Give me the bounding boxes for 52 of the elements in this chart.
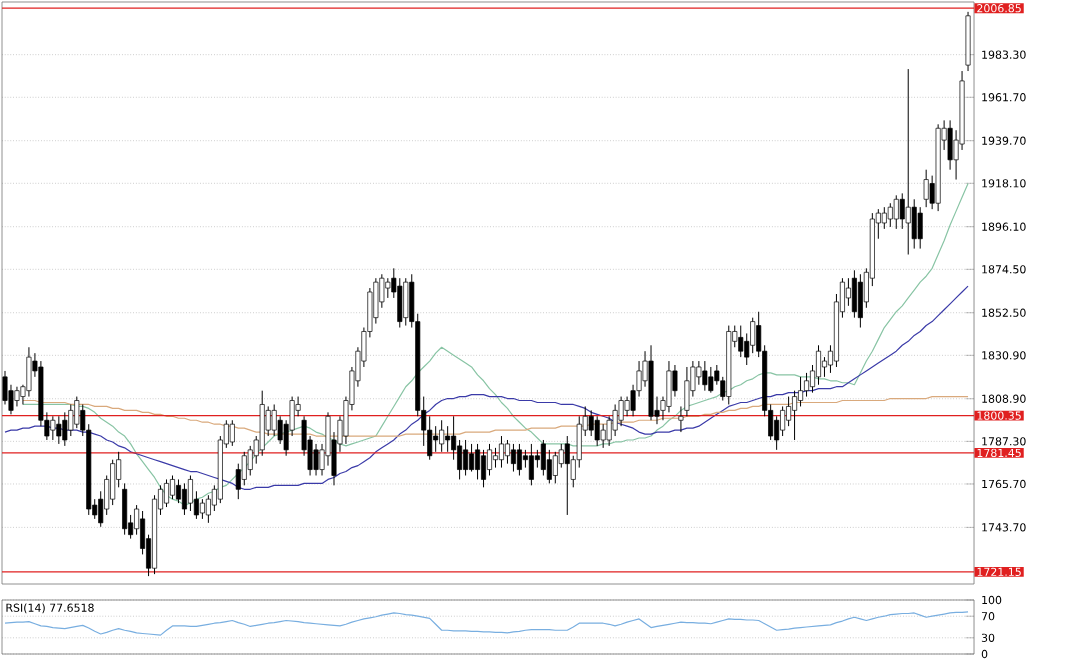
candlestick (594, 415, 600, 447)
candlestick (528, 443, 534, 486)
candlestick (516, 443, 522, 476)
candlestick (857, 273, 863, 329)
candlestick (199, 498, 205, 520)
candlestick (481, 449, 487, 488)
candlestick (696, 360, 702, 386)
candlestick (552, 451, 558, 484)
candlestick (181, 482, 187, 516)
candlestick (26, 346, 32, 398)
candlestick (433, 425, 439, 453)
candlestick (439, 419, 445, 453)
candlestick (887, 202, 893, 228)
candlestick (816, 344, 821, 386)
candlestick (385, 277, 391, 299)
candlestick (917, 206, 923, 250)
candlestick (702, 360, 708, 392)
candlestick (259, 390, 265, 457)
candlestick (313, 443, 319, 476)
candlestick (56, 415, 62, 445)
candlestick (804, 372, 810, 398)
candlestick (905, 68, 911, 256)
candlestick (62, 411, 68, 447)
candlestick (463, 439, 469, 476)
candlestick (600, 423, 606, 449)
candlestick (74, 396, 80, 429)
candlestick (169, 474, 175, 500)
candlestick (187, 474, 193, 512)
candlestick (469, 443, 475, 473)
candlestick (403, 277, 409, 327)
candlestick (492, 447, 498, 469)
candlestick (14, 386, 20, 407)
candlestick (881, 206, 887, 230)
candlestick (50, 415, 56, 441)
candlestick (510, 443, 516, 473)
candlestick (445, 425, 451, 453)
candlestick (164, 478, 170, 508)
candlestick (845, 277, 851, 307)
candlestick (229, 419, 235, 447)
candlestick (271, 403, 277, 437)
candlestick (708, 366, 714, 394)
candlestick (540, 439, 546, 476)
candlestick (122, 482, 128, 536)
candlestick (498, 435, 504, 469)
candlestick (666, 360, 672, 413)
candlestick (564, 435, 570, 516)
candlestick (624, 396, 630, 417)
candlestick (923, 169, 929, 208)
candlestick (738, 325, 744, 358)
candlestick (475, 443, 481, 480)
candlestick (893, 194, 899, 230)
candlestick (504, 439, 510, 465)
